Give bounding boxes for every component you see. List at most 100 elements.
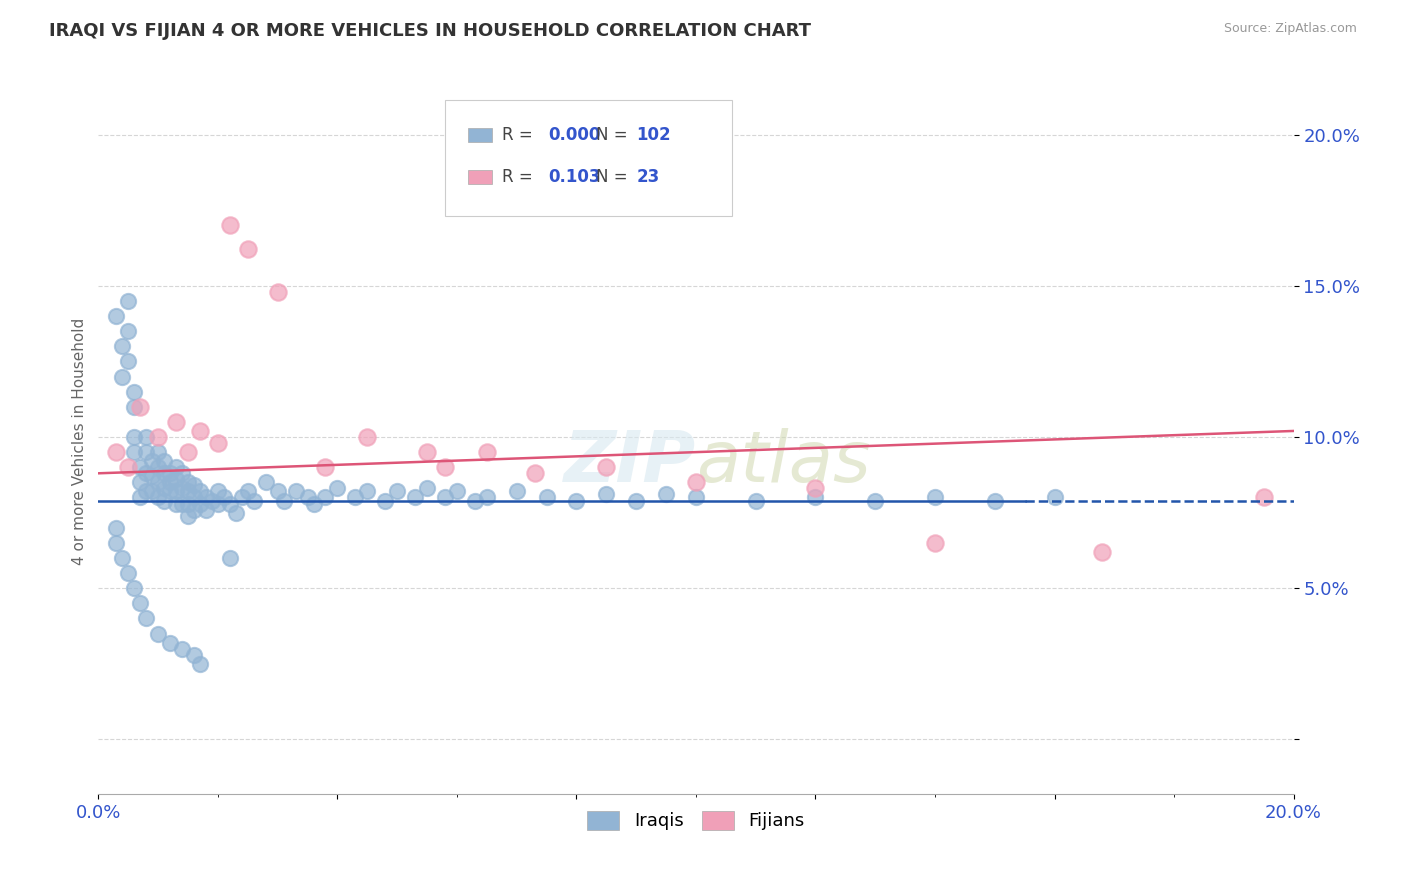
Point [219, 219, 242, 233]
Point [267, 285, 290, 299]
Point [148, 460, 170, 475]
Point [135, 445, 157, 459]
Point [117, 293, 139, 308]
Point [159, 635, 181, 649]
FancyBboxPatch shape [468, 170, 492, 185]
Point [172, 482, 194, 496]
FancyBboxPatch shape [468, 128, 492, 142]
Point [236, 243, 259, 257]
Point [148, 491, 170, 505]
Point [117, 566, 139, 580]
Point [212, 491, 235, 505]
Point [148, 430, 170, 444]
Point [124, 400, 146, 414]
Text: 102: 102 [636, 126, 671, 144]
Point [165, 460, 187, 475]
Point [297, 491, 319, 505]
Point [165, 497, 187, 511]
Point [111, 369, 134, 384]
Point [153, 467, 176, 481]
Point [165, 415, 187, 429]
Point [267, 484, 290, 499]
Point [685, 475, 707, 490]
Text: 0.103: 0.103 [548, 169, 600, 186]
Point [356, 430, 378, 444]
Point [177, 508, 200, 523]
Point [159, 467, 181, 481]
Point [385, 484, 409, 499]
Text: Source: ZipAtlas.com: Source: ZipAtlas.com [1223, 22, 1357, 36]
Point [1043, 491, 1066, 505]
Point [475, 445, 498, 459]
Point [984, 493, 1007, 508]
Point [236, 484, 259, 499]
Point [188, 484, 211, 499]
Point [273, 493, 295, 508]
Point [595, 460, 617, 475]
Text: 0.000: 0.000 [548, 126, 600, 144]
Point [326, 482, 349, 496]
Point [183, 502, 205, 516]
Point [1253, 491, 1275, 505]
Point [177, 484, 200, 499]
Point [172, 467, 194, 481]
Point [165, 484, 187, 499]
Point [148, 445, 170, 459]
Point [159, 475, 181, 490]
Point [254, 475, 277, 490]
Point [129, 460, 152, 475]
Point [536, 491, 558, 505]
Point [374, 493, 396, 508]
Point [464, 493, 486, 508]
Point [105, 309, 128, 323]
Point [129, 475, 152, 490]
Text: 23: 23 [636, 169, 659, 186]
Point [159, 484, 181, 499]
Text: N =: N = [596, 169, 633, 186]
Point [177, 445, 200, 459]
Point [117, 324, 139, 338]
Point [135, 467, 157, 481]
Point [148, 475, 170, 490]
Point [685, 491, 707, 505]
Point [172, 641, 194, 656]
Point [124, 445, 146, 459]
Text: R =: R = [502, 169, 538, 186]
Point [231, 491, 253, 505]
Point [404, 491, 426, 505]
Point [626, 493, 648, 508]
Point [177, 475, 200, 490]
Point [595, 487, 617, 501]
Point [117, 460, 139, 475]
Point [183, 478, 205, 492]
Text: atlas: atlas [696, 428, 870, 497]
Legend: Iraqis, Fijians: Iraqis, Fijians [579, 804, 813, 838]
Point [117, 354, 139, 368]
Point [416, 482, 439, 496]
Point [177, 497, 200, 511]
Point [105, 445, 128, 459]
Point [804, 482, 827, 496]
Point [924, 536, 946, 550]
Point [183, 648, 205, 662]
Point [141, 454, 163, 468]
Point [243, 493, 266, 508]
Point [344, 491, 367, 505]
Point [207, 497, 229, 511]
Point [865, 493, 887, 508]
Text: ZIP: ZIP [564, 428, 696, 497]
Point [153, 482, 176, 496]
Point [745, 493, 768, 508]
Point [207, 436, 229, 450]
Point [141, 484, 163, 499]
Point [111, 339, 134, 353]
Point [416, 445, 439, 459]
Point [129, 400, 152, 414]
Point [135, 611, 157, 625]
Point [475, 491, 498, 505]
Point [195, 491, 218, 505]
Point [129, 596, 152, 610]
Point [434, 491, 457, 505]
Point [124, 581, 146, 595]
Point [135, 484, 157, 499]
